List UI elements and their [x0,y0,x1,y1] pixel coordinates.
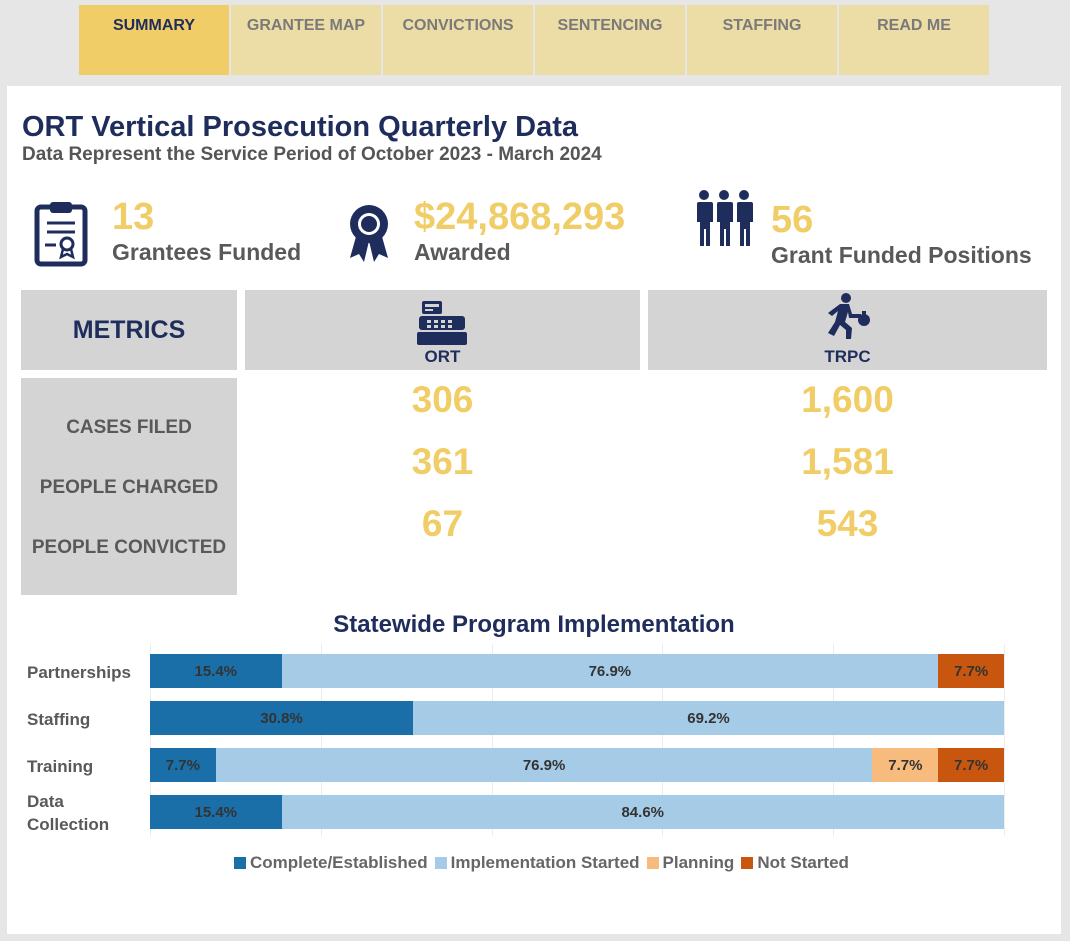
chart-legend: Complete/Established Implementation Start… [234,853,849,873]
chart-data-label: 30.8% [260,709,303,727]
page-title: ORT Vertical Prosecution Quarterly Data [22,111,579,143]
metrics-header-label: METRICS [72,315,186,344]
clipboard-certificate-icon [34,199,88,272]
people-group-icon [693,189,755,252]
chart-bar-row: 15.4% 76.9% 7.7% [150,654,1004,688]
chart-data-label: 69.2% [687,709,730,727]
chart-gridline [150,644,151,836]
legend-label: Planning [662,853,735,872]
legend-label: Not Started [757,853,849,872]
chart-bar-segment: 15.4% [150,654,282,688]
chart-bar-segment: 30.8% [150,701,414,735]
award-ribbon-icon [347,203,391,268]
trpc-people-convicted-value: 543 [816,503,879,544]
running-thief-icon [821,292,871,347]
chart-data-label: 7.7% [954,662,989,680]
legend-swatch [646,857,659,869]
metrics-header: METRICS [21,290,237,370]
awarded-value: $24,868,293 [414,196,626,238]
legend-item: Complete/Established [234,853,428,873]
chart-bar-segment: 76.9% [281,654,939,688]
chart-gridline [492,644,493,836]
legend-label: Implementation Started [450,853,640,872]
ort-column-label: ORT [424,347,461,366]
chart-bar-segment: 7.7% [150,748,216,782]
legend-item: Not Started [741,853,849,873]
tab-summary[interactable]: SUMMARY [79,5,229,75]
legend-item: Implementation Started [434,853,640,873]
chart-data-label: 84.6% [621,803,665,821]
chart-data-label: 7.7% [953,756,989,774]
chart-bar-segment: 84.6% [281,795,1004,829]
metric-labels-panel: CASES FILED PEOPLE CHARGED PEOPLE CONVIC… [21,378,237,595]
chart-data-label: 7.7% [888,756,923,774]
chart-category-label: Data Collection [27,792,110,834]
chart-category-label: Training [27,757,94,776]
grantees-funded-label: Grantees Funded [112,239,302,265]
tab-read-me[interactable]: READ ME [839,5,989,75]
legend-swatch [234,857,246,869]
positions-label: Grant Funded Positions [771,242,1032,268]
chart-bar-row: 30.8% 69.2% [150,701,1004,735]
legend-label: Complete/Established [250,853,428,872]
chart-bar-segment: 7.7% [938,748,1004,782]
legend-swatch [434,857,447,869]
page-subtitle: Data Represent the Service Period of Oct… [22,144,602,165]
trpc-column-label: TRPC [824,347,871,366]
chart-bar-segment: 7.7% [938,654,1004,688]
chart-data-label: 15.4% [194,662,238,680]
tab-grantee-map[interactable]: GRANTEE MAP [231,5,381,75]
chart-bar-segment: 69.2% [413,701,1004,735]
trpc-cases-filed-value: 1,600 [801,379,894,420]
chart-bar-segment: 76.9% [215,748,873,782]
legend-item: Planning [646,853,735,873]
summary-card: ORT Vertical Prosecution Quarterly Data … [7,86,1061,934]
chart-bar-row: 15.4% 84.6% [150,795,1004,829]
ort-people-convicted-value: 67 [421,503,464,544]
metric-label-people-convicted: PEOPLE CONVICTED [31,537,227,558]
awarded-label: Awarded [414,239,511,265]
chart-category-label: Partnerships [27,663,131,682]
chart-data-label: 15.4% [194,803,238,821]
tab-bar: SUMMARY GRANTEE MAP CONVICTIONS SENTENCING S… [79,5,989,75]
chart-gridline [321,644,322,836]
cash-register-icon [416,299,468,352]
tab-convictions[interactable]: CONVICTIONS [383,5,533,75]
trpc-people-charged-value: 1,581 [801,441,894,482]
grantees-funded-value: 13 [112,196,155,238]
chart-data-label: 76.9% [522,756,566,774]
chart-category-label: Staffing [27,710,91,729]
legend-swatch [741,857,754,869]
chart-gridline [1004,644,1005,836]
tab-staffing[interactable]: STAFFING [687,5,837,75]
tab-sentencing[interactable]: SENTENCING [535,5,685,75]
chart-bar-segment: 7.7% [872,748,939,782]
metric-label-cases-filed: CASES FILED [66,417,192,438]
chart-data-label: 76.9% [588,662,632,680]
chart-data-label: 7.7% [165,756,200,774]
trpc-column-header: TRPC [648,290,1047,370]
chart-gridline [833,644,834,836]
metric-label-people-charged: PEOPLE CHARGED [39,477,219,498]
chart-title: Statewide Program Implementation [333,611,735,638]
chart-bar-row: 7.7% 76.9% 7.7% 7.7% [150,748,1004,782]
ort-people-charged-value: 361 [411,441,474,482]
chart-gridline [662,644,663,836]
ort-column-header: ORT [245,290,640,370]
positions-value: 56 [771,199,814,241]
ort-cases-filed-value: 306 [411,379,474,420]
chart-bar-segment: 15.4% [150,795,282,829]
